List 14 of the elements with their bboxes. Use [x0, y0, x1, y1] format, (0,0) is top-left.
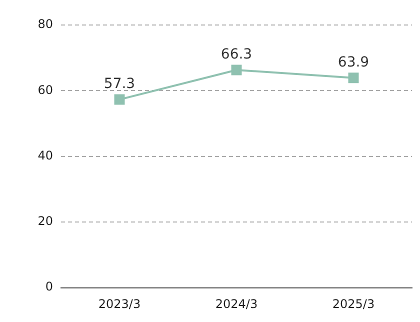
x-tick-label: 2024/3	[215, 296, 258, 311]
x-tick-label: 2023/3	[98, 296, 141, 311]
data-label: 63.9	[338, 54, 370, 70]
point	[114, 94, 125, 105]
y-tick-label: 80	[38, 17, 53, 32]
data-label: 57.3	[104, 76, 136, 92]
data-label: 66.3	[220, 46, 252, 63]
point	[231, 64, 242, 76]
x-tick-label: 2025/3	[332, 296, 375, 311]
point	[348, 72, 359, 84]
y-tick-label: 20	[38, 214, 53, 228]
y-tick-label: 60	[38, 82, 53, 97]
y-tick-label: 40	[38, 148, 53, 162]
y-tick-label: 0	[45, 280, 53, 294]
